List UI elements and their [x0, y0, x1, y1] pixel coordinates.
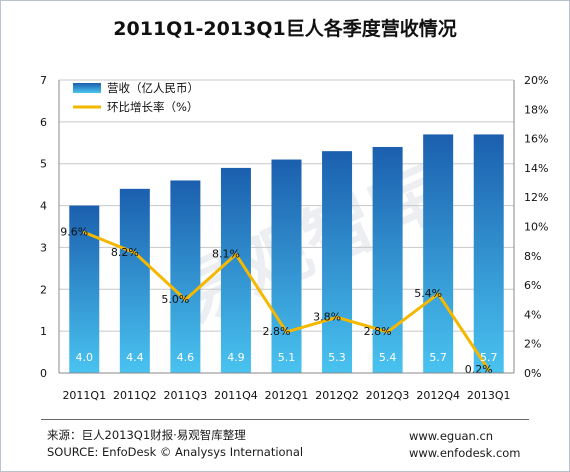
y-left-tick-label: 0: [40, 367, 47, 380]
y-left-tick-label: 5: [40, 158, 47, 171]
y-right-tick-label: 6%: [524, 279, 541, 292]
growth-point: [386, 330, 390, 334]
growth-value-label: 3.8%: [313, 310, 341, 323]
growth-value-label: 2.8%: [263, 325, 291, 338]
growth-point: [335, 315, 339, 319]
x-tick-label: 2011Q4: [214, 389, 258, 402]
growth-value-label: 9.6%: [60, 225, 88, 238]
growth-value-label: 2.8%: [364, 325, 392, 338]
y-left-tick-label: 3: [40, 241, 47, 254]
watermark: 易观智库: [163, 151, 452, 340]
bar: [119, 188, 150, 373]
bar-value-label: 5.3: [328, 351, 346, 364]
x-tick-label: 2011Q2: [113, 389, 157, 402]
growth-point: [234, 252, 238, 256]
growth-point: [82, 230, 86, 234]
y-right-tick-label: 16%: [524, 133, 548, 146]
bar-value-label: 4.4: [126, 351, 144, 364]
growth-value-label: 8.2%: [111, 246, 139, 259]
bar: [423, 134, 454, 373]
x-tick-label: 2012Q1: [265, 389, 309, 402]
growth-point: [133, 251, 137, 255]
growth-point: [285, 330, 288, 334]
y-left-tick-label: 7: [40, 74, 47, 87]
y-right-tick-label: 0%: [524, 367, 541, 380]
chart-title: 2011Q1-2013Q1巨人各季度营收情况: [113, 17, 456, 40]
url-eguan: www.eguan.cn: [409, 429, 494, 443]
bar: [372, 146, 403, 373]
bar: [322, 151, 353, 373]
legend-label-revenue: 营收（亿人民币）: [107, 81, 199, 95]
growth-value-label: 8.1%: [212, 247, 240, 260]
bar: [473, 134, 504, 373]
url-enfodesk: www.enfodesk.com: [409, 446, 521, 460]
chart-footer: 来源：巨人2013Q1财报·易观智库整理 SOURCE: EnfoDesk © …: [1, 419, 569, 471]
source-cn: 来源：巨人2013Q1财报·易观智库整理: [47, 428, 246, 442]
x-tick-label: 2013Q1: [467, 389, 511, 402]
x-tick-label: 2011Q1: [62, 389, 106, 402]
x-tick-label: 2012Q3: [366, 389, 410, 402]
bar-value-label: 4.9: [227, 351, 245, 364]
legend-swatch-revenue: [73, 83, 101, 93]
y-right-tick-label: 10%: [524, 221, 548, 234]
source-en: SOURCE: EnfoDesk © Analysys Internationa…: [47, 445, 304, 459]
bar-value-label: 5.7: [429, 351, 447, 364]
growth-point: [487, 368, 491, 372]
bar: [170, 180, 201, 373]
bar: [271, 159, 302, 373]
y-right-tick-label: 4%: [524, 308, 541, 321]
growth-point: [183, 298, 187, 302]
bar-value-label: 4.6: [177, 351, 195, 364]
y-left-tick-label: 4: [40, 200, 47, 213]
y-right-tick-label: 18%: [524, 103, 548, 116]
legend-label-growth: 环比增长率（%）: [107, 100, 198, 114]
growth-value-label: 0.2%: [465, 363, 493, 376]
y-right-tick-label: 14%: [524, 162, 548, 175]
y-left-tick-label: 1: [40, 325, 47, 338]
y-right-tick-label: 2%: [524, 338, 541, 351]
growth-value-label: 5.4%: [414, 287, 442, 300]
bar-value-label: 5.7: [480, 351, 498, 364]
y-left-tick-label: 2: [40, 283, 47, 296]
y-right-tick-label: 20%: [524, 74, 548, 87]
x-tick-label: 2011Q3: [164, 389, 208, 402]
growth-value-label: 5.0%: [161, 293, 189, 306]
y-left-tick-label: 6: [40, 116, 47, 129]
bar-value-label: 5.4: [379, 351, 397, 364]
bar-value-label: 5.1: [278, 351, 296, 364]
x-tick-label: 2012Q4: [416, 389, 460, 402]
bar-value-label: 4.0: [76, 351, 94, 364]
growth-point: [436, 292, 440, 296]
x-tick-label: 2012Q2: [315, 389, 359, 402]
y-right-tick-label: 8%: [524, 250, 541, 263]
y-right-tick-label: 12%: [524, 191, 548, 204]
